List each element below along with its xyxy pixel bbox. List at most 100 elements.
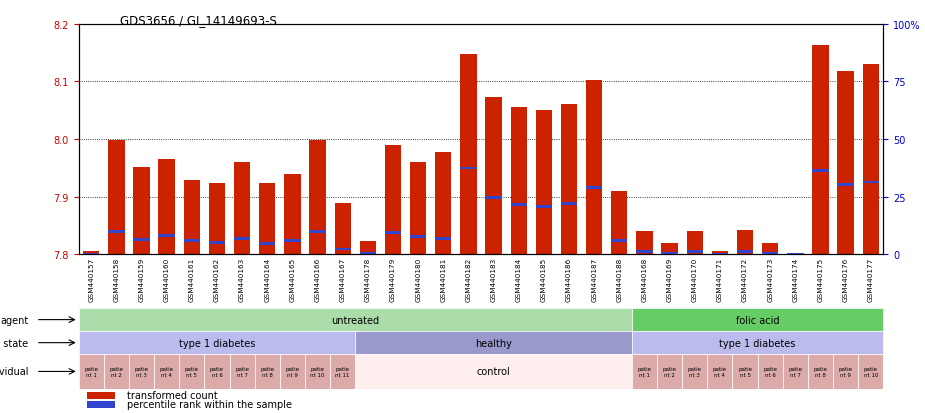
- Bar: [657, 354, 683, 389]
- Bar: [104, 354, 129, 389]
- Bar: [360, 242, 376, 254]
- Bar: [461, 55, 476, 254]
- Bar: [632, 309, 883, 331]
- Text: GSM440171: GSM440171: [717, 257, 723, 301]
- Bar: [330, 354, 355, 389]
- Text: patie
nt 3: patie nt 3: [688, 366, 702, 377]
- Text: GSM440174: GSM440174: [793, 257, 798, 301]
- Text: GSM440185: GSM440185: [541, 257, 547, 301]
- Bar: [632, 354, 657, 389]
- Bar: [435, 152, 451, 254]
- Bar: [209, 184, 225, 254]
- Text: GSM440173: GSM440173: [767, 257, 773, 301]
- Text: GSM440160: GSM440160: [164, 257, 169, 301]
- Bar: [863, 65, 879, 254]
- Text: patie
nt 9: patie nt 9: [839, 366, 853, 377]
- Bar: [486, 197, 501, 199]
- Text: patie
nt 4: patie nt 4: [713, 366, 727, 377]
- Bar: [309, 230, 326, 233]
- Text: GSM440168: GSM440168: [641, 257, 648, 301]
- Bar: [355, 354, 632, 389]
- Bar: [284, 240, 301, 242]
- Bar: [79, 331, 355, 354]
- Bar: [410, 236, 426, 238]
- Text: patie
nt 10: patie nt 10: [864, 366, 878, 377]
- Text: GSM440162: GSM440162: [214, 257, 220, 301]
- Bar: [254, 354, 279, 389]
- Bar: [184, 181, 200, 254]
- Bar: [108, 141, 125, 254]
- Bar: [762, 252, 778, 255]
- Bar: [486, 98, 501, 254]
- Text: GSM440161: GSM440161: [189, 257, 195, 301]
- Text: patie
nt 11: patie nt 11: [336, 366, 350, 377]
- Bar: [259, 242, 276, 245]
- Text: GSM440164: GSM440164: [265, 257, 270, 301]
- Bar: [711, 253, 728, 256]
- Bar: [360, 252, 376, 255]
- Bar: [79, 309, 632, 331]
- Text: GSM440170: GSM440170: [692, 257, 697, 301]
- Text: GSM440179: GSM440179: [390, 257, 396, 301]
- Bar: [787, 253, 804, 256]
- Text: GSM440184: GSM440184: [516, 257, 522, 301]
- Text: GSM440163: GSM440163: [239, 257, 245, 301]
- Text: patie
nt 3: patie nt 3: [134, 366, 149, 377]
- Bar: [184, 240, 200, 243]
- Bar: [279, 354, 305, 389]
- Bar: [234, 163, 251, 254]
- Text: patie
nt 7: patie nt 7: [788, 366, 802, 377]
- Text: GSM440180: GSM440180: [415, 257, 421, 301]
- Bar: [284, 174, 301, 254]
- Bar: [158, 234, 175, 237]
- Text: GSM440187: GSM440187: [591, 257, 598, 301]
- Bar: [204, 354, 229, 389]
- Bar: [686, 251, 703, 254]
- Bar: [758, 354, 783, 389]
- Bar: [636, 251, 653, 254]
- Bar: [863, 181, 879, 184]
- Text: agent: agent: [0, 315, 29, 325]
- Bar: [259, 184, 276, 254]
- Text: patie
nt 6: patie nt 6: [210, 366, 224, 377]
- Bar: [812, 46, 829, 254]
- Text: patie
nt 7: patie nt 7: [235, 366, 249, 377]
- Bar: [79, 354, 104, 389]
- Text: patie
nt 5: patie nt 5: [185, 366, 199, 377]
- Text: percentile rank within the sample: percentile rank within the sample: [127, 399, 292, 409]
- Bar: [133, 238, 150, 241]
- Bar: [133, 167, 150, 254]
- Text: patie
nt 9: patie nt 9: [286, 366, 300, 377]
- Text: GSM440158: GSM440158: [114, 257, 119, 301]
- Bar: [708, 354, 733, 389]
- Text: folic acid: folic acid: [736, 315, 780, 325]
- Text: GSM440182: GSM440182: [465, 257, 472, 301]
- Bar: [87, 401, 115, 408]
- Text: patie
nt 8: patie nt 8: [813, 366, 828, 377]
- Bar: [305, 354, 330, 389]
- Bar: [632, 331, 883, 354]
- Text: GSM440172: GSM440172: [742, 257, 748, 301]
- Text: patie
nt 2: patie nt 2: [109, 366, 123, 377]
- Bar: [711, 252, 728, 254]
- Text: control: control: [476, 367, 511, 377]
- Bar: [561, 202, 577, 205]
- Bar: [837, 72, 854, 254]
- Bar: [783, 354, 808, 389]
- Text: healthy: healthy: [475, 338, 512, 348]
- Text: patie
nt 2: patie nt 2: [662, 366, 676, 377]
- Bar: [87, 392, 115, 399]
- Text: GSM440159: GSM440159: [139, 257, 144, 301]
- Bar: [733, 354, 758, 389]
- Text: GSM440188: GSM440188: [616, 257, 623, 301]
- Text: type 1 diabetes: type 1 diabetes: [720, 338, 796, 348]
- Bar: [536, 111, 552, 254]
- Bar: [229, 354, 254, 389]
- Bar: [737, 251, 753, 254]
- Text: GSM440176: GSM440176: [843, 257, 848, 301]
- Bar: [129, 354, 154, 389]
- Bar: [762, 243, 778, 254]
- Text: GSM440175: GSM440175: [818, 257, 823, 301]
- Bar: [461, 167, 476, 170]
- Text: GDS3656 / GI_14149693-S: GDS3656 / GI_14149693-S: [120, 14, 278, 27]
